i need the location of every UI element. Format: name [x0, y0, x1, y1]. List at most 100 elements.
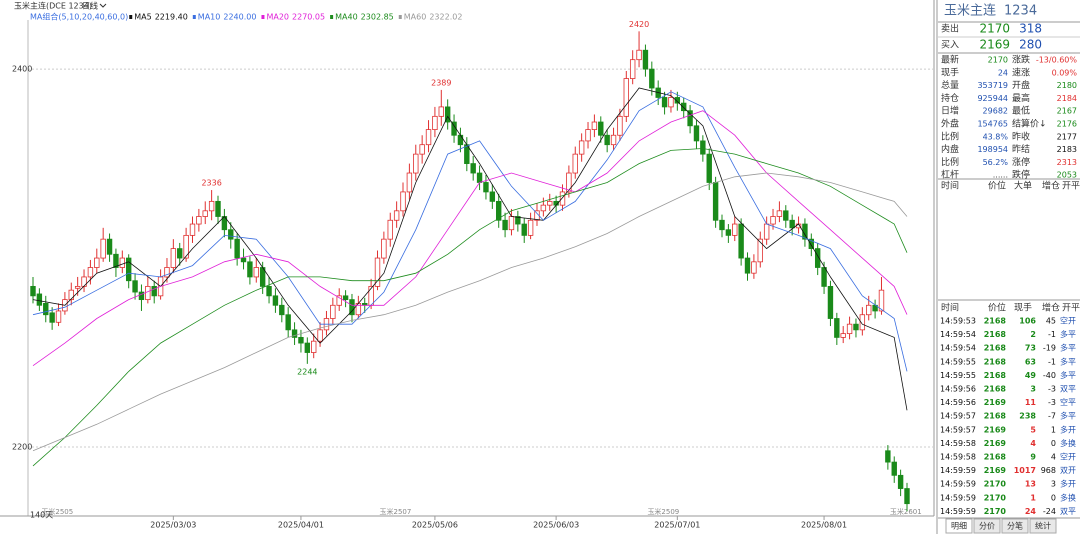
candle-body	[770, 216, 776, 225]
trade-volume: 49	[1025, 371, 1037, 380]
trade-oi: 3	[1051, 480, 1056, 489]
column-header: 价位	[988, 302, 1006, 314]
candle-body	[291, 329, 298, 338]
tab-label: 明细	[951, 521, 967, 531]
stat-value: 353719	[977, 81, 1008, 90]
candle-body	[304, 342, 311, 353]
stat-label: 跌停	[1012, 169, 1030, 181]
stat-value: -13/0.60%	[1036, 56, 1078, 65]
candle-body	[578, 140, 585, 155]
book-volume: 280	[1019, 38, 1042, 52]
candle-body	[559, 191, 566, 206]
candle-body	[342, 295, 349, 301]
candle-body	[36, 293, 43, 306]
candle-body	[547, 200, 553, 206]
trade-price: 2169	[984, 425, 1007, 434]
tab-box	[1029, 518, 1057, 534]
stat-label: 现手	[941, 66, 959, 78]
trade-time: 14:59:59	[940, 507, 976, 516]
trade-time: 14:59:59	[940, 466, 976, 475]
span-label: 140天	[30, 511, 53, 520]
tab[interactable]: 分笔	[1001, 518, 1029, 534]
trade-price: 2170	[984, 493, 1007, 502]
ma-line	[32, 110, 908, 367]
candle-body	[693, 125, 700, 142]
candle-body	[400, 191, 406, 212]
tab-box	[1001, 518, 1029, 534]
candle-body	[100, 238, 106, 259]
trade-price: 2168	[984, 344, 1007, 353]
candle-body	[687, 110, 693, 127]
candle-body	[438, 106, 444, 117]
candle-body	[374, 257, 381, 287]
stat-value: 0.09%	[1052, 68, 1078, 77]
stat-value: 2170	[988, 56, 1008, 65]
stat-label: 涨跌	[1012, 55, 1030, 66]
stat-label: 总量	[941, 79, 959, 91]
candle-body	[789, 219, 795, 229]
trade-time: 14:59:54	[940, 330, 976, 339]
tab[interactable]: 统计	[1029, 518, 1057, 534]
dropdown-icon[interactable]	[99, 3, 107, 8]
candle-body	[470, 163, 476, 174]
chart-title: 玉米主连(DCE 1234)	[14, 1, 92, 11]
legend-swatch	[330, 15, 334, 19]
candle-body	[763, 223, 770, 240]
candle-body	[776, 210, 783, 217]
trade-type: 多换	[1060, 492, 1076, 502]
candle-body	[330, 304, 336, 319]
candle-body	[145, 285, 151, 301]
peak-label: 2336	[201, 179, 221, 188]
candle-body	[629, 59, 636, 79]
trade-price: 2169	[984, 398, 1007, 407]
trade-volume: 24	[1025, 507, 1037, 516]
candle-body	[878, 289, 885, 312]
trade-volume: 3	[1030, 385, 1036, 394]
tab-label: 分价	[979, 522, 995, 531]
stat-value: 2167	[1057, 107, 1077, 116]
column-header: 开平	[1062, 303, 1080, 314]
trade-oi: 1	[1051, 425, 1056, 434]
candle-body	[598, 121, 604, 136]
candle-body	[904, 488, 910, 505]
candle-body	[661, 97, 668, 108]
candle-body	[202, 210, 208, 217]
panel-code: 1234	[1004, 4, 1037, 19]
candle-body	[642, 49, 649, 70]
candle-body	[502, 219, 508, 231]
stat-label: 持仓	[941, 92, 959, 104]
y-tick-label: 2400	[12, 65, 32, 74]
trade-type: 多换	[1060, 438, 1076, 448]
candle-body	[712, 182, 719, 221]
candle-body	[43, 302, 49, 316]
y-tick-label: 2200	[12, 442, 32, 451]
stat-label: 比例	[941, 156, 959, 168]
peak-label: 2420	[629, 20, 649, 29]
candle-body	[419, 144, 425, 155]
candle-body	[610, 134, 617, 146]
candle-body	[719, 219, 725, 231]
stat-label: 外盘	[941, 118, 959, 130]
tab[interactable]: 分价	[973, 518, 1001, 534]
trade-volume: 2	[1030, 330, 1036, 339]
candle-body	[94, 257, 100, 268]
candle-body	[757, 238, 763, 263]
candle-body	[834, 318, 840, 338]
trade-volume: 1	[1030, 493, 1036, 502]
candle-body	[151, 285, 157, 297]
tab[interactable]: 明细	[945, 518, 973, 534]
candle-body	[425, 129, 432, 146]
trade-volume: 13	[1025, 480, 1036, 489]
column-header: 增仓	[1042, 180, 1060, 192]
period[interactable]: 日线	[82, 1, 98, 11]
candle-body	[132, 280, 138, 293]
trade-price: 2168	[984, 385, 1007, 394]
candle-body	[859, 314, 866, 331]
trade-price: 2168	[984, 317, 1007, 326]
column-header: 开平	[1062, 181, 1080, 192]
stat-value: 43.8%	[983, 132, 1009, 141]
trade-time: 14:59:53	[940, 317, 976, 326]
stat-value: 2053	[1057, 171, 1077, 180]
stat-value: 2183	[1057, 145, 1077, 154]
